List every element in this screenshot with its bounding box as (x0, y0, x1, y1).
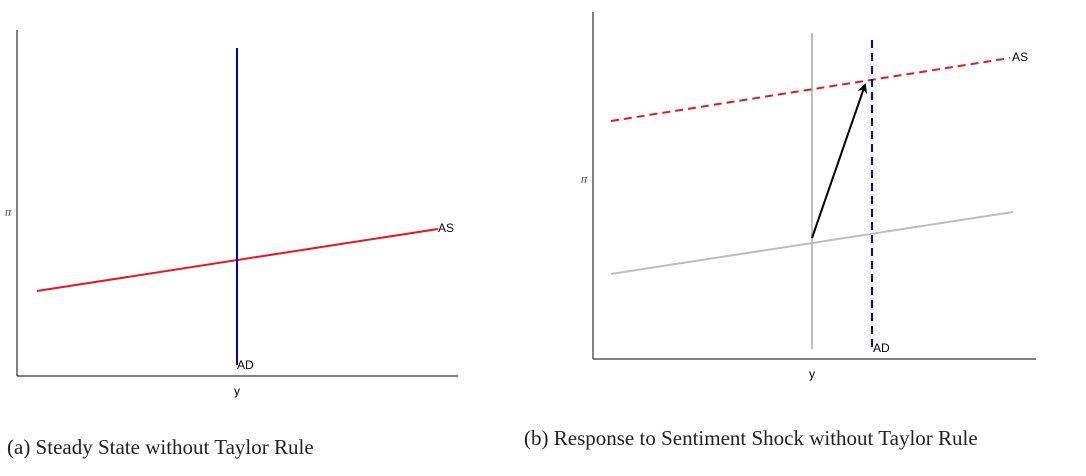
x-axis-label: y (809, 367, 815, 381)
as-label: AS (438, 221, 454, 235)
caption: (a) Steady State without Taylor Rule (7, 435, 314, 459)
y-axis-label: π (4, 208, 12, 219)
ad-label: AD (237, 358, 254, 372)
panel-a: AS AD π y (4, 30, 458, 398)
panel-b: AS AD π y (580, 12, 1036, 381)
figure: AS AD π y AS AD π y (4, 12, 1036, 398)
as-curve (610, 57, 1011, 122)
as-label: AS (1012, 50, 1028, 64)
y-axis-label: π (580, 175, 588, 186)
ad-label: AD (873, 341, 890, 355)
shift-arrow (811, 83, 868, 239)
old-as-curve (610, 211, 1014, 275)
x-axis-label: y (234, 384, 240, 398)
caption: (b) Response to Sentiment Shock without … (524, 426, 978, 450)
